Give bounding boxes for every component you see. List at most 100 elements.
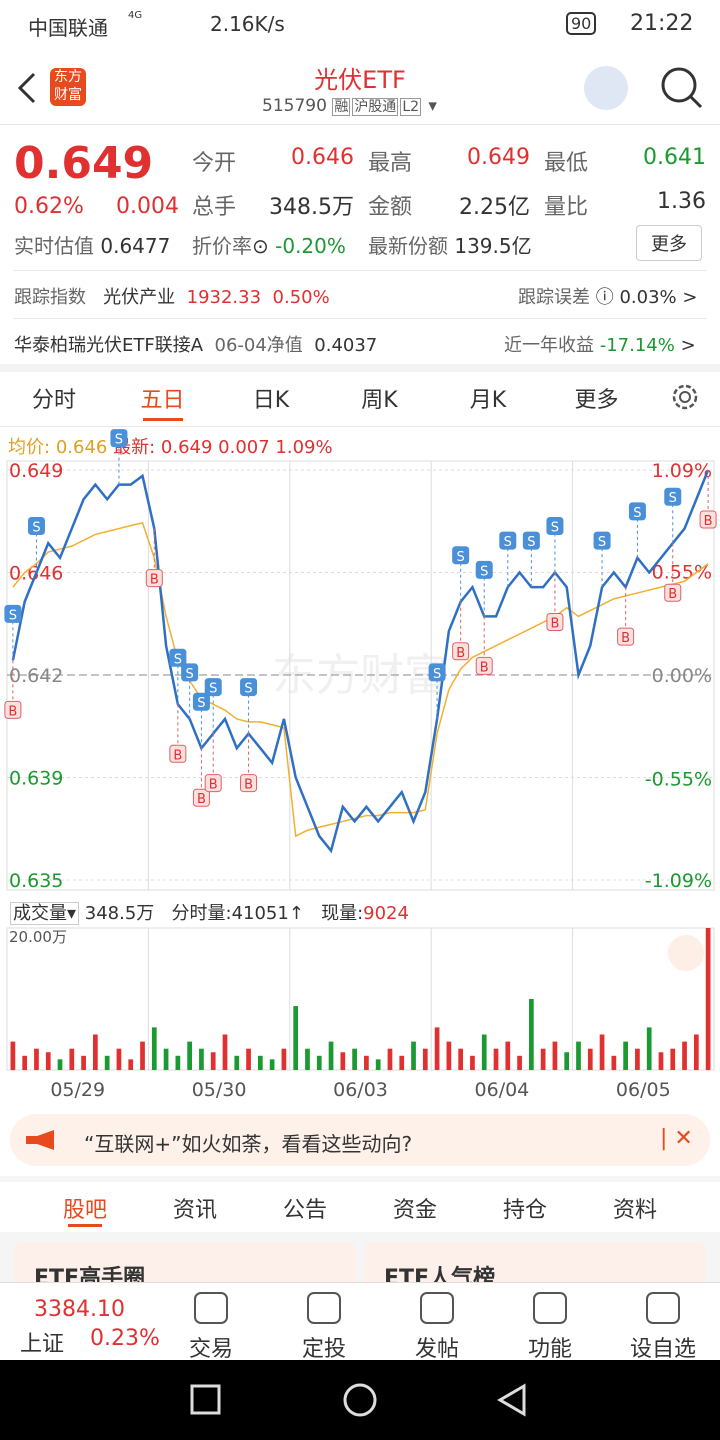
bottom-item[interactable]: 发帖 (414, 1337, 459, 1362)
header-sub: 515790 融沪股通 L2 ▾ (262, 96, 437, 116)
settings-button[interactable] (668, 380, 702, 414)
volume-bar (69, 1048, 75, 1070)
content-tab[interactable]: 资料 (612, 1198, 657, 1223)
expand-button[interactable] (668, 935, 704, 971)
banner[interactable] (10, 1114, 710, 1166)
nav: 0.4037 (314, 335, 378, 356)
bottom-item[interactable]: 设自选 (629, 1337, 696, 1362)
linked-fund[interactable]: 华泰柏瑞光伏ETF联接A 06-04净值 0.4037 (14, 331, 377, 357)
speed: 2.16K/s (210, 12, 285, 36)
nav-label: 06-04净值 (214, 335, 303, 356)
bottom-icon[interactable] (194, 1292, 228, 1324)
volume-frame (6, 927, 715, 1071)
volume-bar (340, 1052, 346, 1070)
volume-total: 348.5万 (84, 903, 155, 924)
volume-bar (458, 1048, 464, 1070)
return-label: 近一年收益 (504, 335, 594, 356)
volume-bar (175, 1055, 181, 1070)
chart-tab[interactable]: 更多 (574, 388, 619, 413)
x-tick-label: 05/30 (192, 1079, 247, 1101)
chart-tab[interactable]: 分时 (31, 388, 76, 413)
x-tick-label: 06/03 (333, 1079, 388, 1101)
now: 9024 (363, 903, 409, 924)
change: 0.004 (116, 194, 179, 219)
trade-marker (240, 678, 258, 697)
index-value[interactable]: 3384.10 (34, 1297, 125, 1322)
trade-marker (169, 648, 187, 667)
stat-value: 348.5万 (269, 195, 354, 220)
chart-tab[interactable]: 五日 (140, 388, 185, 413)
stat-label: 最低 (544, 151, 589, 176)
tick-label: 分时量: (171, 903, 232, 924)
content-tab[interactable]: 公告 (282, 1198, 327, 1223)
chart-tab[interactable]: 月K (469, 388, 507, 413)
bottom-bar (0, 1282, 720, 1361)
tag: L2 (400, 98, 422, 116)
trade-marker-label: B (668, 587, 677, 602)
fund-return: 近一年收益 -17.14% > (504, 335, 696, 356)
banner-close[interactable]: | ✕ (660, 1126, 693, 1151)
y-tick-label: 0.635 (9, 870, 63, 892)
x-tick-label: 06/05 (616, 1079, 671, 1101)
trade-marker (181, 663, 199, 682)
content-tab[interactable]: 资金 (392, 1198, 437, 1223)
battery: 90 (566, 12, 597, 35)
volume-bar (93, 1034, 98, 1070)
trade-marker (4, 604, 22, 623)
trade-marker (475, 560, 493, 579)
bottom-item[interactable]: 定投 (301, 1337, 346, 1362)
search-button[interactable] (658, 64, 704, 110)
volume-bar (57, 1059, 63, 1070)
legend-change: 0.007 (218, 437, 270, 458)
bottom-item[interactable]: 交易 (188, 1337, 233, 1362)
volume-bar (387, 1048, 393, 1070)
volume-bar (316, 1055, 322, 1070)
volume-bar (682, 1041, 687, 1070)
volume-bar (45, 1052, 51, 1070)
trade-marker-label: B (209, 778, 218, 793)
tab-underline (142, 418, 183, 421)
volume-bar (646, 1027, 652, 1070)
volume-bar (116, 1048, 122, 1070)
bottom-icon[interactable] (420, 1292, 454, 1324)
time: 21:22 (630, 11, 694, 36)
trade-marker (546, 517, 564, 535)
trade-marker-label: S (480, 564, 488, 579)
volume-bar (81, 1055, 86, 1070)
chart-tab[interactable]: 日K (252, 388, 290, 413)
y-tick-label: 0.649 (9, 460, 63, 482)
volume-bar (199, 1048, 204, 1070)
trade-marker-label: S (633, 506, 641, 521)
content-tab[interactable]: 资讯 (172, 1198, 217, 1223)
y-tick-label: 0.639 (9, 768, 63, 790)
bottom-item[interactable]: 功能 (527, 1337, 572, 1362)
volume-bar (10, 1041, 16, 1070)
more-button[interactable]: 更多 (636, 225, 702, 261)
volume-bar (552, 1041, 558, 1070)
bottom-icon[interactable] (533, 1292, 567, 1324)
trade-marker-label: B (197, 792, 206, 807)
volume-bar (470, 1055, 475, 1070)
content-tab[interactable]: 股吧 (62, 1198, 107, 1223)
volume-bar (693, 1034, 699, 1070)
volume-bar (34, 1048, 39, 1070)
volume-bar (151, 1027, 157, 1070)
back-button[interactable] (12, 70, 42, 106)
y2-tick-label: -0.55% (645, 768, 712, 790)
bottom-icon[interactable] (646, 1292, 680, 1324)
watermark: 东方财富 (272, 650, 448, 701)
trade-marker (169, 744, 187, 763)
trade-marker-label: S (527, 535, 535, 550)
bottom-icon[interactable] (307, 1292, 341, 1324)
discount: 折价率⊙ -0.20% (192, 234, 346, 258)
assistant-avatar[interactable] (584, 66, 628, 110)
chart-tab[interactable]: 周K (361, 388, 398, 413)
volume-label[interactable]: 成交量▾ (10, 902, 80, 925)
trade-marker-label: B (621, 631, 630, 646)
code: 515790 (262, 96, 327, 116)
content-tab[interactable]: 持仓 (502, 1198, 547, 1223)
volume-bar (352, 1048, 357, 1070)
volume-bar (22, 1055, 28, 1070)
volume-bar (281, 1048, 287, 1070)
trade-marker (145, 569, 163, 588)
